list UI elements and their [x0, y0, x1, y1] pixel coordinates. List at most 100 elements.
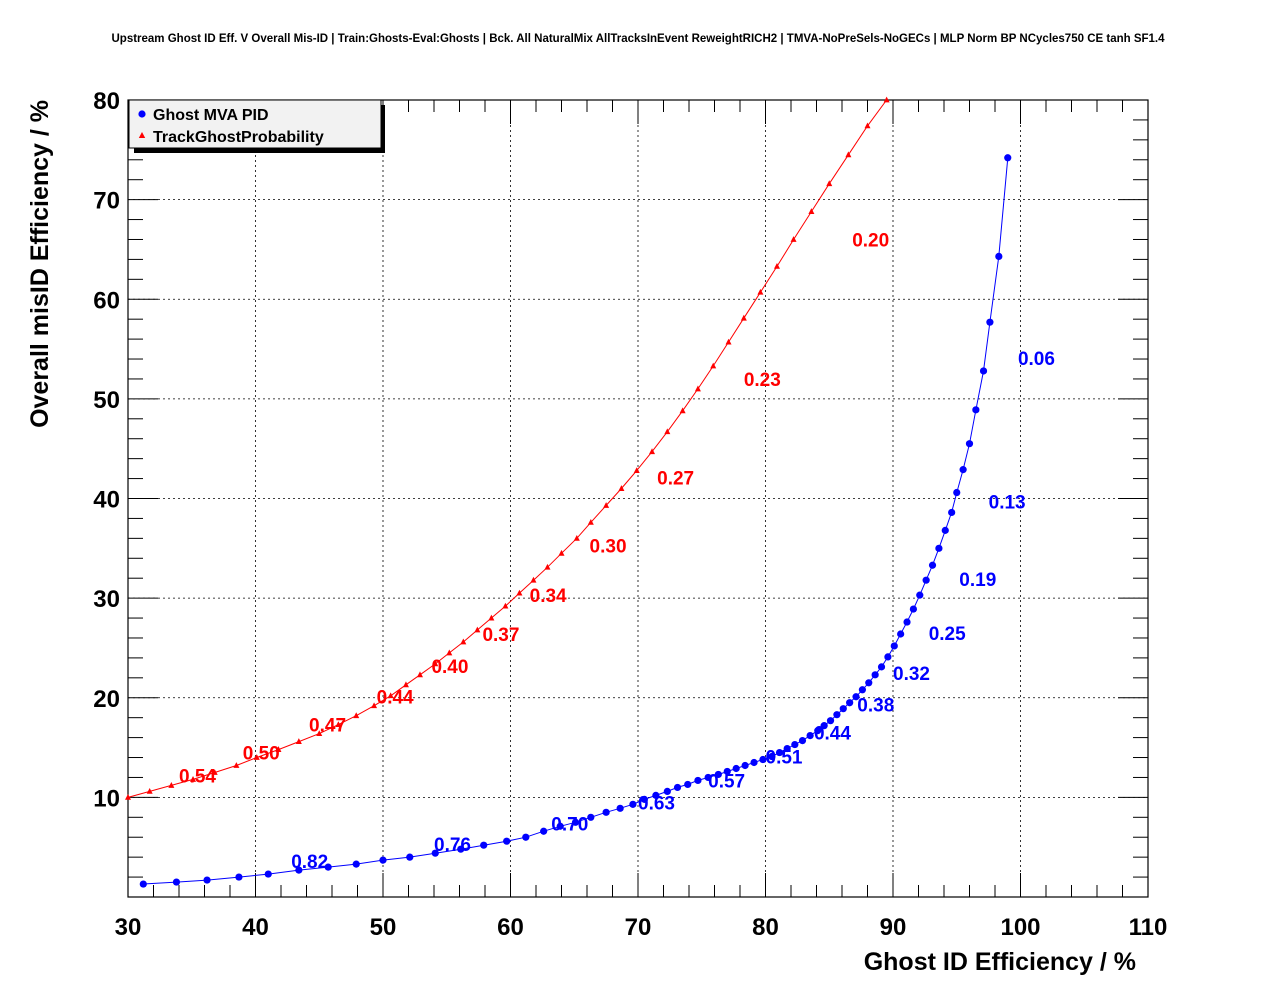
data-point — [953, 488, 961, 497]
x-tick-label: 30 — [115, 914, 142, 941]
data-point — [845, 151, 852, 158]
data-point — [890, 642, 898, 650]
data-point — [402, 681, 409, 688]
cut-value-label: 0.38 — [857, 696, 894, 717]
chart-title: Upstream Ghost ID Eff. V Overall Mis-ID … — [111, 33, 1165, 45]
data-point — [979, 367, 988, 375]
series-line — [127, 99, 888, 798]
data-point — [798, 736, 807, 745]
data-point — [852, 693, 860, 701]
data-point — [460, 638, 467, 645]
cut-value-label: 0.57 — [708, 771, 745, 792]
cut-value-label: 0.44 — [377, 688, 414, 709]
cut-value-label: 0.40 — [431, 657, 468, 678]
y-tick-label: 70 — [93, 188, 120, 215]
data-point — [759, 755, 767, 764]
cut-value-label: 0.32 — [893, 664, 930, 685]
y-axis-title: Overall misID Efficiency / % — [26, 100, 54, 428]
legend-marker-triangle — [138, 132, 146, 138]
series-ghost-mva-pid — [139, 154, 1012, 888]
legend-box — [128, 99, 382, 149]
data-point — [773, 262, 780, 269]
data-point — [750, 758, 758, 767]
data-point — [602, 808, 610, 816]
data-point — [741, 761, 749, 770]
data-point — [522, 833, 530, 841]
data-point — [820, 722, 828, 730]
x-tick-label: 40 — [242, 914, 269, 941]
y-tick-label: 30 — [93, 586, 120, 613]
cut-value-label: 0.76 — [434, 835, 471, 856]
data-point — [387, 692, 394, 699]
data-point — [833, 711, 841, 719]
data-point — [903, 618, 911, 626]
data-point — [740, 314, 747, 321]
data-point — [995, 252, 1003, 261]
series-trackghostprobability — [125, 96, 890, 800]
data-point — [139, 880, 147, 888]
data-point — [865, 679, 873, 687]
data-point — [556, 822, 564, 830]
data-point — [457, 845, 465, 853]
data-point — [125, 793, 131, 800]
cut-value-label: 0.50 — [243, 744, 280, 765]
cut-labels: 0.06 0.13 0.19 0.25 0.32 0.38 0.44 0.51 0.57 0.63… — [179, 230, 1055, 873]
x-tick-label: 60 — [497, 914, 524, 941]
y-tick-label: 60 — [93, 287, 120, 314]
data-point — [558, 549, 565, 556]
data-point — [806, 732, 814, 740]
cut-value-label: 0.63 — [638, 793, 675, 814]
data-point — [352, 860, 360, 868]
data-point — [516, 589, 523, 596]
data-point — [379, 856, 387, 864]
data-point — [446, 649, 453, 656]
data-point — [649, 448, 656, 455]
data-point — [633, 467, 640, 474]
data-point — [928, 561, 937, 569]
y-tick-label: 20 — [93, 686, 120, 713]
data-point — [916, 591, 924, 599]
data-point — [909, 605, 918, 613]
data-point — [826, 180, 833, 187]
x-tick-label: 50 — [370, 914, 397, 941]
data-point — [826, 717, 835, 725]
data-point — [757, 288, 764, 295]
cut-value-label: 0.06 — [1018, 349, 1055, 370]
data-point — [775, 748, 784, 757]
data-point — [324, 863, 332, 871]
data-point — [146, 787, 153, 794]
data-point — [488, 614, 495, 621]
data-point — [723, 767, 731, 776]
data-point — [959, 466, 967, 474]
data-point — [571, 818, 580, 826]
data-point — [972, 406, 980, 414]
data-point — [783, 744, 791, 753]
data-point — [814, 727, 822, 735]
data-point — [353, 712, 360, 719]
data-point — [664, 428, 671, 435]
x-tick-label: 100 — [1000, 914, 1040, 941]
data-point — [871, 671, 879, 679]
data-point — [640, 795, 648, 803]
data-point — [790, 236, 797, 242]
x-tick-label: 90 — [880, 914, 907, 941]
data-point — [235, 873, 243, 881]
data-point — [503, 837, 511, 845]
data-point — [172, 878, 181, 886]
data-point — [573, 534, 580, 541]
data-point — [587, 519, 594, 525]
data-point — [864, 122, 871, 129]
cut-value-label: 0.37 — [482, 625, 519, 646]
data-point — [808, 208, 815, 214]
y-tick-label: 50 — [93, 387, 120, 414]
data-point — [629, 800, 637, 808]
data-point — [791, 740, 799, 749]
data-point — [253, 754, 260, 760]
data-point — [432, 660, 439, 667]
data-point — [694, 385, 701, 392]
data-point — [616, 804, 624, 812]
data-point — [714, 770, 722, 779]
y-tick-label: 10 — [93, 785, 120, 812]
cut-value-label: 0.54 — [179, 766, 216, 787]
